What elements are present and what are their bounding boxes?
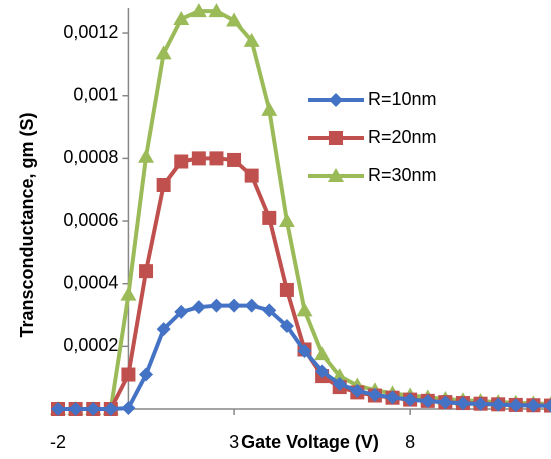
data-point bbox=[139, 264, 154, 279]
data-point bbox=[350, 383, 365, 398]
data-point bbox=[455, 396, 470, 411]
y-tick-label: 0,0006 bbox=[63, 210, 118, 230]
x-tick-label: 8 bbox=[405, 432, 415, 452]
data-point bbox=[262, 210, 277, 225]
legend-label: R=20nm bbox=[368, 127, 437, 147]
data-point bbox=[473, 396, 488, 411]
y-tick-label: 0,0002 bbox=[63, 335, 118, 355]
data-point bbox=[156, 322, 171, 337]
data-point bbox=[526, 398, 541, 413]
data-point bbox=[191, 300, 206, 315]
legend: R=10nm R=20nm R=30nm bbox=[308, 89, 437, 185]
data-point bbox=[103, 402, 118, 416]
data-point bbox=[244, 298, 259, 313]
data-point bbox=[191, 151, 206, 166]
data-point bbox=[121, 401, 136, 416]
x-tick-label: -2 bbox=[50, 432, 66, 452]
data-point bbox=[51, 402, 65, 416]
data-point bbox=[174, 154, 189, 169]
data-point bbox=[156, 178, 171, 193]
data-point bbox=[296, 302, 313, 317]
y-tick-label: 0,0008 bbox=[63, 147, 118, 167]
data-point bbox=[297, 344, 312, 359]
data-point bbox=[262, 303, 277, 318]
data-point bbox=[226, 12, 243, 27]
data-point bbox=[227, 298, 242, 313]
data-point bbox=[278, 213, 295, 228]
y-tick-label: 0,0004 bbox=[63, 272, 118, 292]
data-point bbox=[227, 152, 242, 167]
data-point bbox=[491, 397, 506, 412]
data-point bbox=[261, 101, 278, 116]
data-point bbox=[367, 387, 382, 402]
y-axis-title: Transconductance, gm (S) bbox=[17, 112, 37, 337]
x-axis-title: Gate Voltage (V) bbox=[241, 432, 379, 452]
y-tick-label: 0,001 bbox=[73, 84, 118, 104]
data-point bbox=[68, 402, 83, 416]
data-point bbox=[403, 392, 418, 407]
data-point bbox=[438, 395, 453, 410]
x-tick-label: 3 bbox=[229, 432, 239, 452]
data-point bbox=[155, 45, 172, 60]
data-point bbox=[508, 398, 523, 413]
data-point bbox=[315, 364, 330, 379]
data-point bbox=[243, 32, 260, 47]
data-point bbox=[121, 367, 136, 382]
data-point bbox=[385, 390, 400, 405]
data-point bbox=[173, 10, 190, 25]
data-point bbox=[138, 148, 155, 163]
data-point bbox=[244, 168, 259, 183]
data-point bbox=[331, 368, 348, 383]
data-point bbox=[174, 304, 189, 319]
data-point bbox=[209, 298, 224, 313]
legend-label: R=10nm bbox=[368, 89, 437, 109]
y-tick-label: 0,0012 bbox=[63, 22, 118, 42]
data-point bbox=[279, 318, 294, 333]
data-point bbox=[190, 3, 207, 18]
data-point bbox=[332, 376, 347, 391]
legend-marker bbox=[329, 131, 343, 145]
data-point bbox=[209, 151, 224, 166]
legend-marker bbox=[329, 93, 343, 107]
data-point bbox=[314, 346, 331, 361]
data-point bbox=[544, 398, 551, 413]
data-point bbox=[120, 286, 137, 301]
data-point bbox=[139, 367, 154, 382]
data-point bbox=[208, 3, 225, 18]
data-point bbox=[420, 394, 435, 409]
data-point bbox=[279, 282, 294, 297]
legend-label: R=30nm bbox=[368, 165, 437, 185]
legend-marker bbox=[328, 168, 344, 182]
data-point bbox=[86, 402, 101, 416]
